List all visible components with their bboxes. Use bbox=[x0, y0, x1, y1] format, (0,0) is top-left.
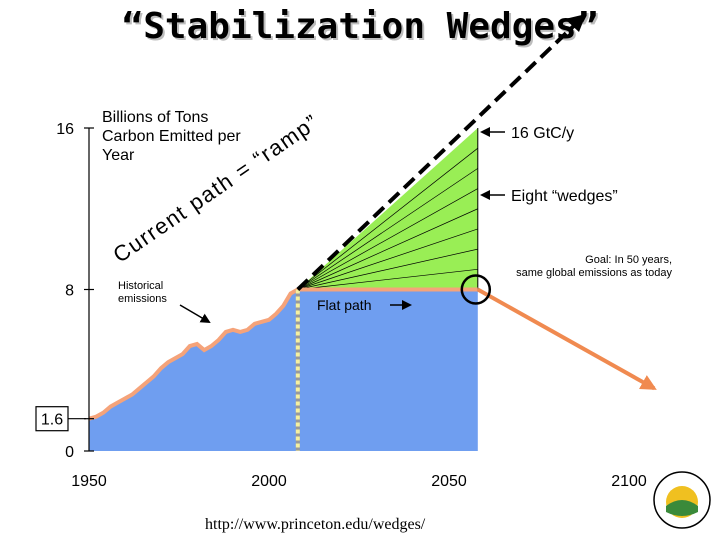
goal-label: Goal: In 50 years, same global emissions … bbox=[516, 254, 672, 279]
x-tick-label: 1950 bbox=[71, 473, 107, 490]
target-16-label: 16 GtC/y bbox=[511, 125, 574, 142]
x-tick-label: 2050 bbox=[431, 473, 467, 490]
wedge-divider bbox=[297, 248, 478, 290]
wedge-triangle bbox=[297, 128, 478, 290]
x-tick-label: 2100 bbox=[611, 473, 647, 490]
logo-landscape bbox=[666, 500, 698, 516]
slide-title: “Stabilization Wedges” bbox=[121, 6, 599, 47]
wedge-divider bbox=[297, 147, 479, 290]
y-tick-label: 16 bbox=[56, 121, 74, 138]
y-axis-label: Billions of Tons Carbon Emitted per Year bbox=[102, 109, 241, 164]
current-path-arrowhead bbox=[565, 14, 586, 32]
historical-area bbox=[89, 289, 298, 451]
current-path-line bbox=[296, 16, 584, 291]
y-tick-label: 8 bbox=[65, 283, 74, 300]
goal-label-line: same global emissions as today bbox=[516, 267, 672, 279]
historical-label: Historical emissions bbox=[118, 280, 167, 305]
historical-arrow bbox=[179, 304, 211, 324]
y-tick-label: 1.6 bbox=[41, 412, 63, 429]
wedge-divider bbox=[297, 268, 478, 290]
goal-marker-circle bbox=[460, 274, 492, 305]
wedge-divider bbox=[297, 228, 478, 290]
source-url: http://www.princeton.edu/wedges/ bbox=[205, 516, 426, 533]
wedge-divider bbox=[297, 208, 478, 290]
wedge-divider bbox=[297, 188, 478, 290]
historical-line bbox=[88, 287, 299, 421]
flat-path-area bbox=[297, 289, 478, 451]
goal-label-line: Goal: In 50 years, bbox=[585, 254, 672, 266]
y-tick-label: 0 bbox=[65, 444, 74, 461]
historical-label-line: Historical bbox=[118, 280, 163, 292]
wedge-divider bbox=[297, 168, 478, 290]
x-tick-label: 2000 bbox=[251, 473, 287, 490]
carbon-mitigation-logo bbox=[653, 471, 711, 529]
flat-path-label: Flat path bbox=[317, 297, 371, 313]
historical-label-line: emissions bbox=[118, 293, 167, 305]
y-tick-box bbox=[35, 406, 69, 432]
eight-wedges-label: Eight “wedges” bbox=[511, 188, 618, 205]
decline-arrow bbox=[476, 287, 657, 391]
